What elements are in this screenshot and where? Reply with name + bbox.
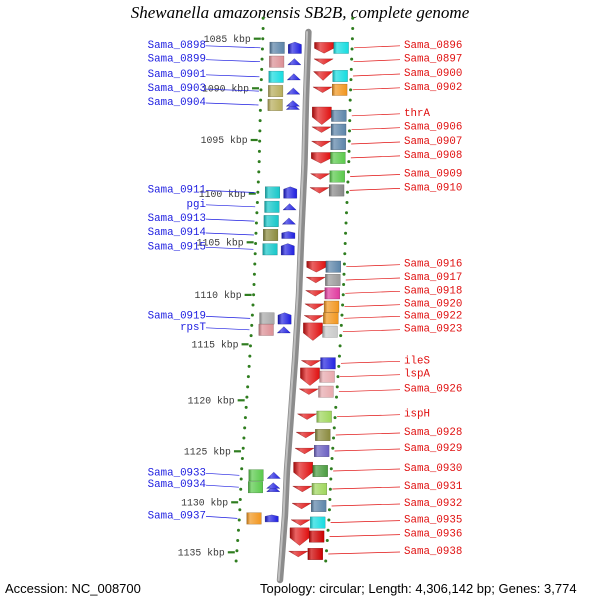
svg-text:Sama_0928: Sama_0928 [404, 427, 462, 439]
svg-text:Sama_0910: Sama_0910 [404, 182, 462, 194]
svg-text:Sama_0897: Sama_0897 [404, 54, 462, 66]
svg-text:Sama_0938: Sama_0938 [404, 546, 462, 558]
svg-text:Sama_0903: Sama_0903 [148, 83, 206, 95]
svg-text:Sama_0915: Sama_0915 [148, 241, 206, 253]
svg-text:Sama_0929: Sama_0929 [404, 443, 462, 455]
svg-text:Sama_0908: Sama_0908 [404, 150, 462, 162]
svg-text:Sama_0936: Sama_0936 [404, 529, 462, 541]
svg-text:Sama_0935: Sama_0935 [404, 515, 462, 527]
svg-text:Sama_0911: Sama_0911 [148, 185, 206, 197]
svg-text:1135 kbp: 1135 kbp [178, 548, 225, 559]
svg-text:Sama_0909: Sama_0909 [404, 169, 462, 181]
svg-text:1125 kbp: 1125 kbp [184, 447, 231, 458]
svg-text:Sama_0899: Sama_0899 [148, 54, 206, 66]
svg-text:Sama_0934: Sama_0934 [148, 479, 206, 491]
svg-text:Sama_0920: Sama_0920 [404, 299, 462, 311]
svg-text:ispH: ispH [404, 409, 430, 421]
svg-text:Sama_0923: Sama_0923 [404, 324, 462, 336]
svg-text:Sama_0916: Sama_0916 [404, 259, 462, 271]
svg-text:Sama_0919: Sama_0919 [148, 310, 206, 322]
svg-text:Sama_0896: Sama_0896 [404, 40, 462, 52]
svg-text:thrA: thrA [404, 108, 430, 120]
svg-text:Sama_0902: Sama_0902 [404, 82, 462, 94]
svg-text:1120 kbp: 1120 kbp [188, 396, 235, 407]
svg-text:pgi: pgi [187, 199, 206, 211]
svg-text:Sama_0900: Sama_0900 [404, 68, 462, 80]
svg-text:1115 kbp: 1115 kbp [192, 340, 239, 351]
svg-text:Sama_0931: Sama_0931 [404, 481, 462, 493]
svg-text:Sama_0906: Sama_0906 [404, 122, 462, 134]
svg-text:Sama_0898: Sama_0898 [148, 40, 206, 52]
svg-text:Sama_0901: Sama_0901 [148, 69, 206, 81]
svg-text:Sama_0933: Sama_0933 [148, 467, 206, 479]
svg-text:Sama_0922: Sama_0922 [404, 310, 462, 322]
svg-text:Sama_0937: Sama_0937 [148, 510, 206, 522]
svg-text:Sama_0932: Sama_0932 [404, 498, 462, 510]
svg-text:Sama_0917: Sama_0917 [404, 272, 462, 284]
svg-text:Sama_0913: Sama_0913 [148, 213, 206, 225]
svg-text:1110 kbp: 1110 kbp [195, 290, 242, 301]
svg-text:1085 kbp: 1085 kbp [204, 34, 251, 45]
svg-text:rpsT: rpsT [180, 322, 206, 334]
svg-text:Sama_0904: Sama_0904 [148, 97, 206, 109]
svg-text:1130 kbp: 1130 kbp [181, 498, 228, 509]
svg-text:1095 kbp: 1095 kbp [201, 135, 248, 146]
svg-text:Sama_0914: Sama_0914 [148, 227, 206, 239]
svg-text:lspA: lspA [404, 369, 430, 381]
svg-text:ileS: ileS [404, 355, 430, 367]
svg-text:Sama_0926: Sama_0926 [404, 384, 462, 396]
svg-text:Sama_0907: Sama_0907 [404, 136, 462, 148]
svg-text:Sama_0918: Sama_0918 [404, 285, 462, 297]
svg-text:Sama_0930: Sama_0930 [404, 463, 462, 475]
